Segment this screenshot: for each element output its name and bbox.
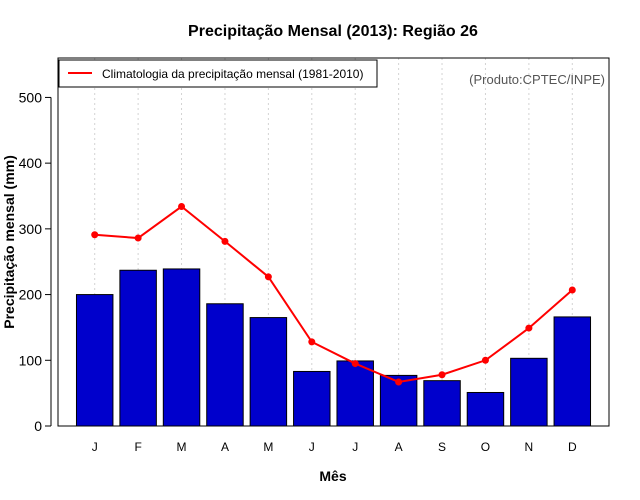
x-tick-label: F (134, 440, 141, 454)
x-tick-label: M (177, 440, 187, 454)
x-tick-label: J (352, 440, 358, 454)
climatology-point (481, 356, 489, 364)
y-axis-label: Precipitação mensal (mm) (1, 155, 17, 329)
x-tick-label: J (309, 440, 315, 454)
bar (466, 391, 505, 427)
bar (293, 370, 331, 427)
x-tick-label: A (221, 440, 229, 454)
climatology-point (438, 371, 446, 379)
x-tick-label: S (438, 440, 446, 454)
legend: Climatologia da precipitação mensal (198… (58, 59, 378, 88)
climatology-point (351, 360, 359, 368)
bar (336, 360, 374, 427)
chart-title: Precipitação Mensal (2013): Região 26 (188, 23, 478, 40)
legend-entry-climatology: Climatologia da precipitação mensal (198… (102, 67, 363, 81)
plot-frame (57, 57, 610, 427)
x-axis-label: Mês (319, 468, 346, 484)
bar (553, 316, 592, 427)
bar (510, 357, 548, 427)
legend-box (58, 59, 378, 88)
climatology-series-line (94, 205, 573, 384)
bar (75, 294, 114, 427)
bar (423, 380, 461, 427)
x-tick-label: A (395, 440, 403, 454)
x-tick-label: D (568, 440, 577, 454)
climatology-point (134, 234, 142, 242)
y-tick-label: 500 (19, 89, 43, 105)
climatology-point (568, 286, 576, 294)
x-tick-label: O (481, 440, 490, 454)
x-tick-label: N (525, 440, 534, 454)
y-tick-label: 200 (19, 287, 43, 303)
climatology-point (91, 231, 99, 239)
product-credit: (Produto:CPTEC/INPE) (469, 72, 605, 87)
bar (206, 303, 244, 427)
x-tick-label: M (263, 440, 273, 454)
bar (249, 317, 288, 427)
climatology-point (221, 237, 229, 245)
y-tick-label: 300 (19, 221, 43, 237)
y-axis: 0 100 200 300 400 500 (19, 89, 52, 434)
climatology-point (178, 203, 186, 211)
x-tick-label: J (92, 440, 98, 454)
climatology-point (264, 273, 272, 281)
y-tick-label: 400 (19, 155, 43, 171)
y-tick-label: 100 (19, 352, 43, 368)
bar (162, 268, 201, 427)
climatology-point (525, 324, 533, 332)
climatology-point (308, 338, 316, 346)
bar (119, 269, 157, 427)
bars (75, 268, 592, 427)
climatology-point (395, 378, 403, 386)
y-tick-label: 0 (34, 418, 42, 434)
climatology-line (91, 203, 576, 386)
